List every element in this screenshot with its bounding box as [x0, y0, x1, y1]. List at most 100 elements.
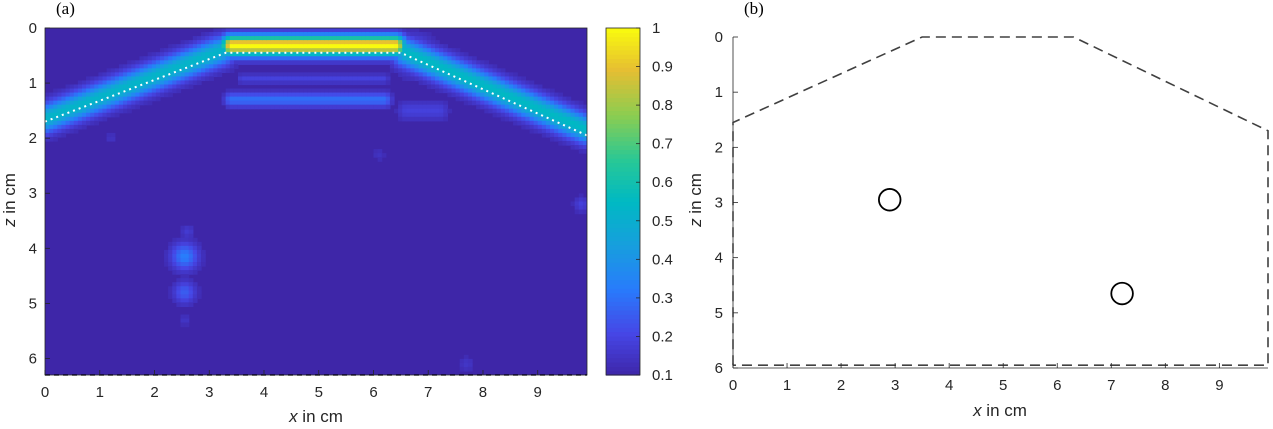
- heatmap-cell: [254, 36, 260, 41]
- heatmap-cell: [283, 88, 288, 94]
- heatmap-cell: [352, 56, 358, 61]
- heatmap-cell: [266, 36, 272, 41]
- heatmap-cell: [324, 88, 329, 94]
- x-tick-label: 9: [534, 384, 542, 401]
- heatmap-cell: [159, 68, 165, 73]
- heatmap-cell: [184, 278, 190, 283]
- heatmap-cell: [500, 112, 506, 118]
- heatmap-cell: [410, 104, 416, 110]
- y-tick-label: 0: [715, 29, 723, 46]
- heatmap-cell: [168, 52, 173, 57]
- heatmap-cell: [291, 56, 297, 61]
- heatmap-cell: [566, 120, 572, 126]
- heatmap-cell: [570, 108, 576, 114]
- heatmap-cell: [320, 52, 325, 57]
- heatmap-cell: [221, 28, 227, 33]
- heatmap-cell: [176, 44, 182, 49]
- heatmap-cell: [291, 36, 297, 41]
- heatmap-cell: [188, 278, 194, 283]
- heatmap-cell: [225, 92, 231, 98]
- heatmap-cell: [86, 108, 91, 114]
- heatmap-cell: [180, 322, 186, 328]
- heatmap-cell: [320, 96, 325, 102]
- heatmap-cell: [472, 68, 477, 73]
- heatmap-cell: [426, 56, 432, 61]
- heatmap-cell: [377, 157, 383, 162]
- heatmap-cell: [303, 52, 309, 57]
- heatmap-cell: [143, 84, 149, 90]
- heatmap-cell: [369, 76, 375, 82]
- heatmap-cell: [320, 48, 325, 53]
- heatmap-cell: [155, 92, 161, 98]
- heatmap-cell: [463, 64, 469, 69]
- heatmap-cell: [562, 120, 568, 126]
- heatmap-cell: [324, 56, 329, 61]
- heatmap-cell: [357, 60, 362, 65]
- heatmap-cell: [525, 88, 531, 94]
- heatmap-cell: [385, 100, 391, 106]
- heatmap-cell: [492, 72, 498, 78]
- heatmap-cell: [554, 120, 559, 126]
- heatmap-cell: [233, 32, 239, 37]
- heatmap-cell: [336, 92, 342, 98]
- heatmap-cell: [348, 56, 354, 61]
- heatmap-cell: [192, 249, 198, 255]
- heatmap-cell: [176, 72, 182, 78]
- heatmap-cell: [377, 96, 383, 102]
- heatmap-cell: [102, 92, 108, 98]
- heatmap-cell: [476, 68, 481, 73]
- heatmap-cell: [336, 32, 342, 37]
- heatmap-cell: [254, 60, 260, 65]
- heatmap-cell: [225, 60, 231, 65]
- colorbar-step: [606, 188, 640, 194]
- heatmap-cell: [406, 68, 412, 73]
- heatmap-cell: [311, 48, 317, 53]
- heatmap-cell: [455, 48, 461, 53]
- colorbar-step: [606, 140, 640, 146]
- heatmap-cell: [550, 120, 555, 126]
- heatmap-cell: [283, 36, 288, 41]
- heatmap-cell: [180, 237, 186, 243]
- heatmap-cell: [316, 48, 321, 53]
- heatmap-cell: [430, 44, 436, 49]
- heatmap-cell: [369, 36, 375, 41]
- heatmap-cell: [287, 28, 292, 33]
- heatmap-cell: [385, 52, 391, 57]
- heatmap-cell: [447, 108, 453, 114]
- heatmap-cell: [242, 92, 247, 98]
- heatmap-cell: [176, 253, 182, 259]
- heatmap-cell: [439, 88, 444, 94]
- heatmap-cell: [180, 245, 186, 251]
- heatmap-cell: [209, 68, 214, 73]
- heatmap-cell: [570, 140, 576, 146]
- heatmap-cell: [246, 40, 251, 45]
- heatmap-cell: [69, 92, 75, 98]
- heatmap-cell: [172, 52, 177, 57]
- heatmap-cell: [81, 100, 87, 106]
- heatmap-cell: [394, 32, 399, 37]
- colorbar-step: [606, 80, 640, 85]
- heatmap-cell: [578, 136, 584, 142]
- heatmap-cell: [77, 116, 83, 122]
- heatmap-cell: [550, 88, 555, 94]
- heatmap-cell: [192, 290, 198, 295]
- heatmap-cell: [151, 60, 157, 65]
- heatmap-cell: [279, 36, 284, 41]
- heatmap-cell: [303, 100, 309, 106]
- heatmap-cell: [131, 88, 136, 94]
- heatmap-cell: [361, 56, 366, 61]
- heatmap-cell: [164, 262, 169, 267]
- heatmap-cell: [225, 100, 231, 106]
- heatmap-cell: [357, 104, 362, 110]
- heatmap-cell: [398, 108, 403, 114]
- heatmap-cell: [188, 44, 194, 49]
- heatmap-cell: [344, 88, 350, 94]
- heatmap-cell: [558, 96, 563, 102]
- heatmap-cell: [488, 68, 494, 73]
- heatmap-cell: [525, 108, 531, 114]
- heatmap-cell: [65, 128, 71, 134]
- heatmap-cell: [320, 80, 325, 86]
- heatmap-cell: [172, 60, 177, 65]
- heatmap-cell: [229, 60, 235, 65]
- heatmap-cell: [69, 124, 75, 130]
